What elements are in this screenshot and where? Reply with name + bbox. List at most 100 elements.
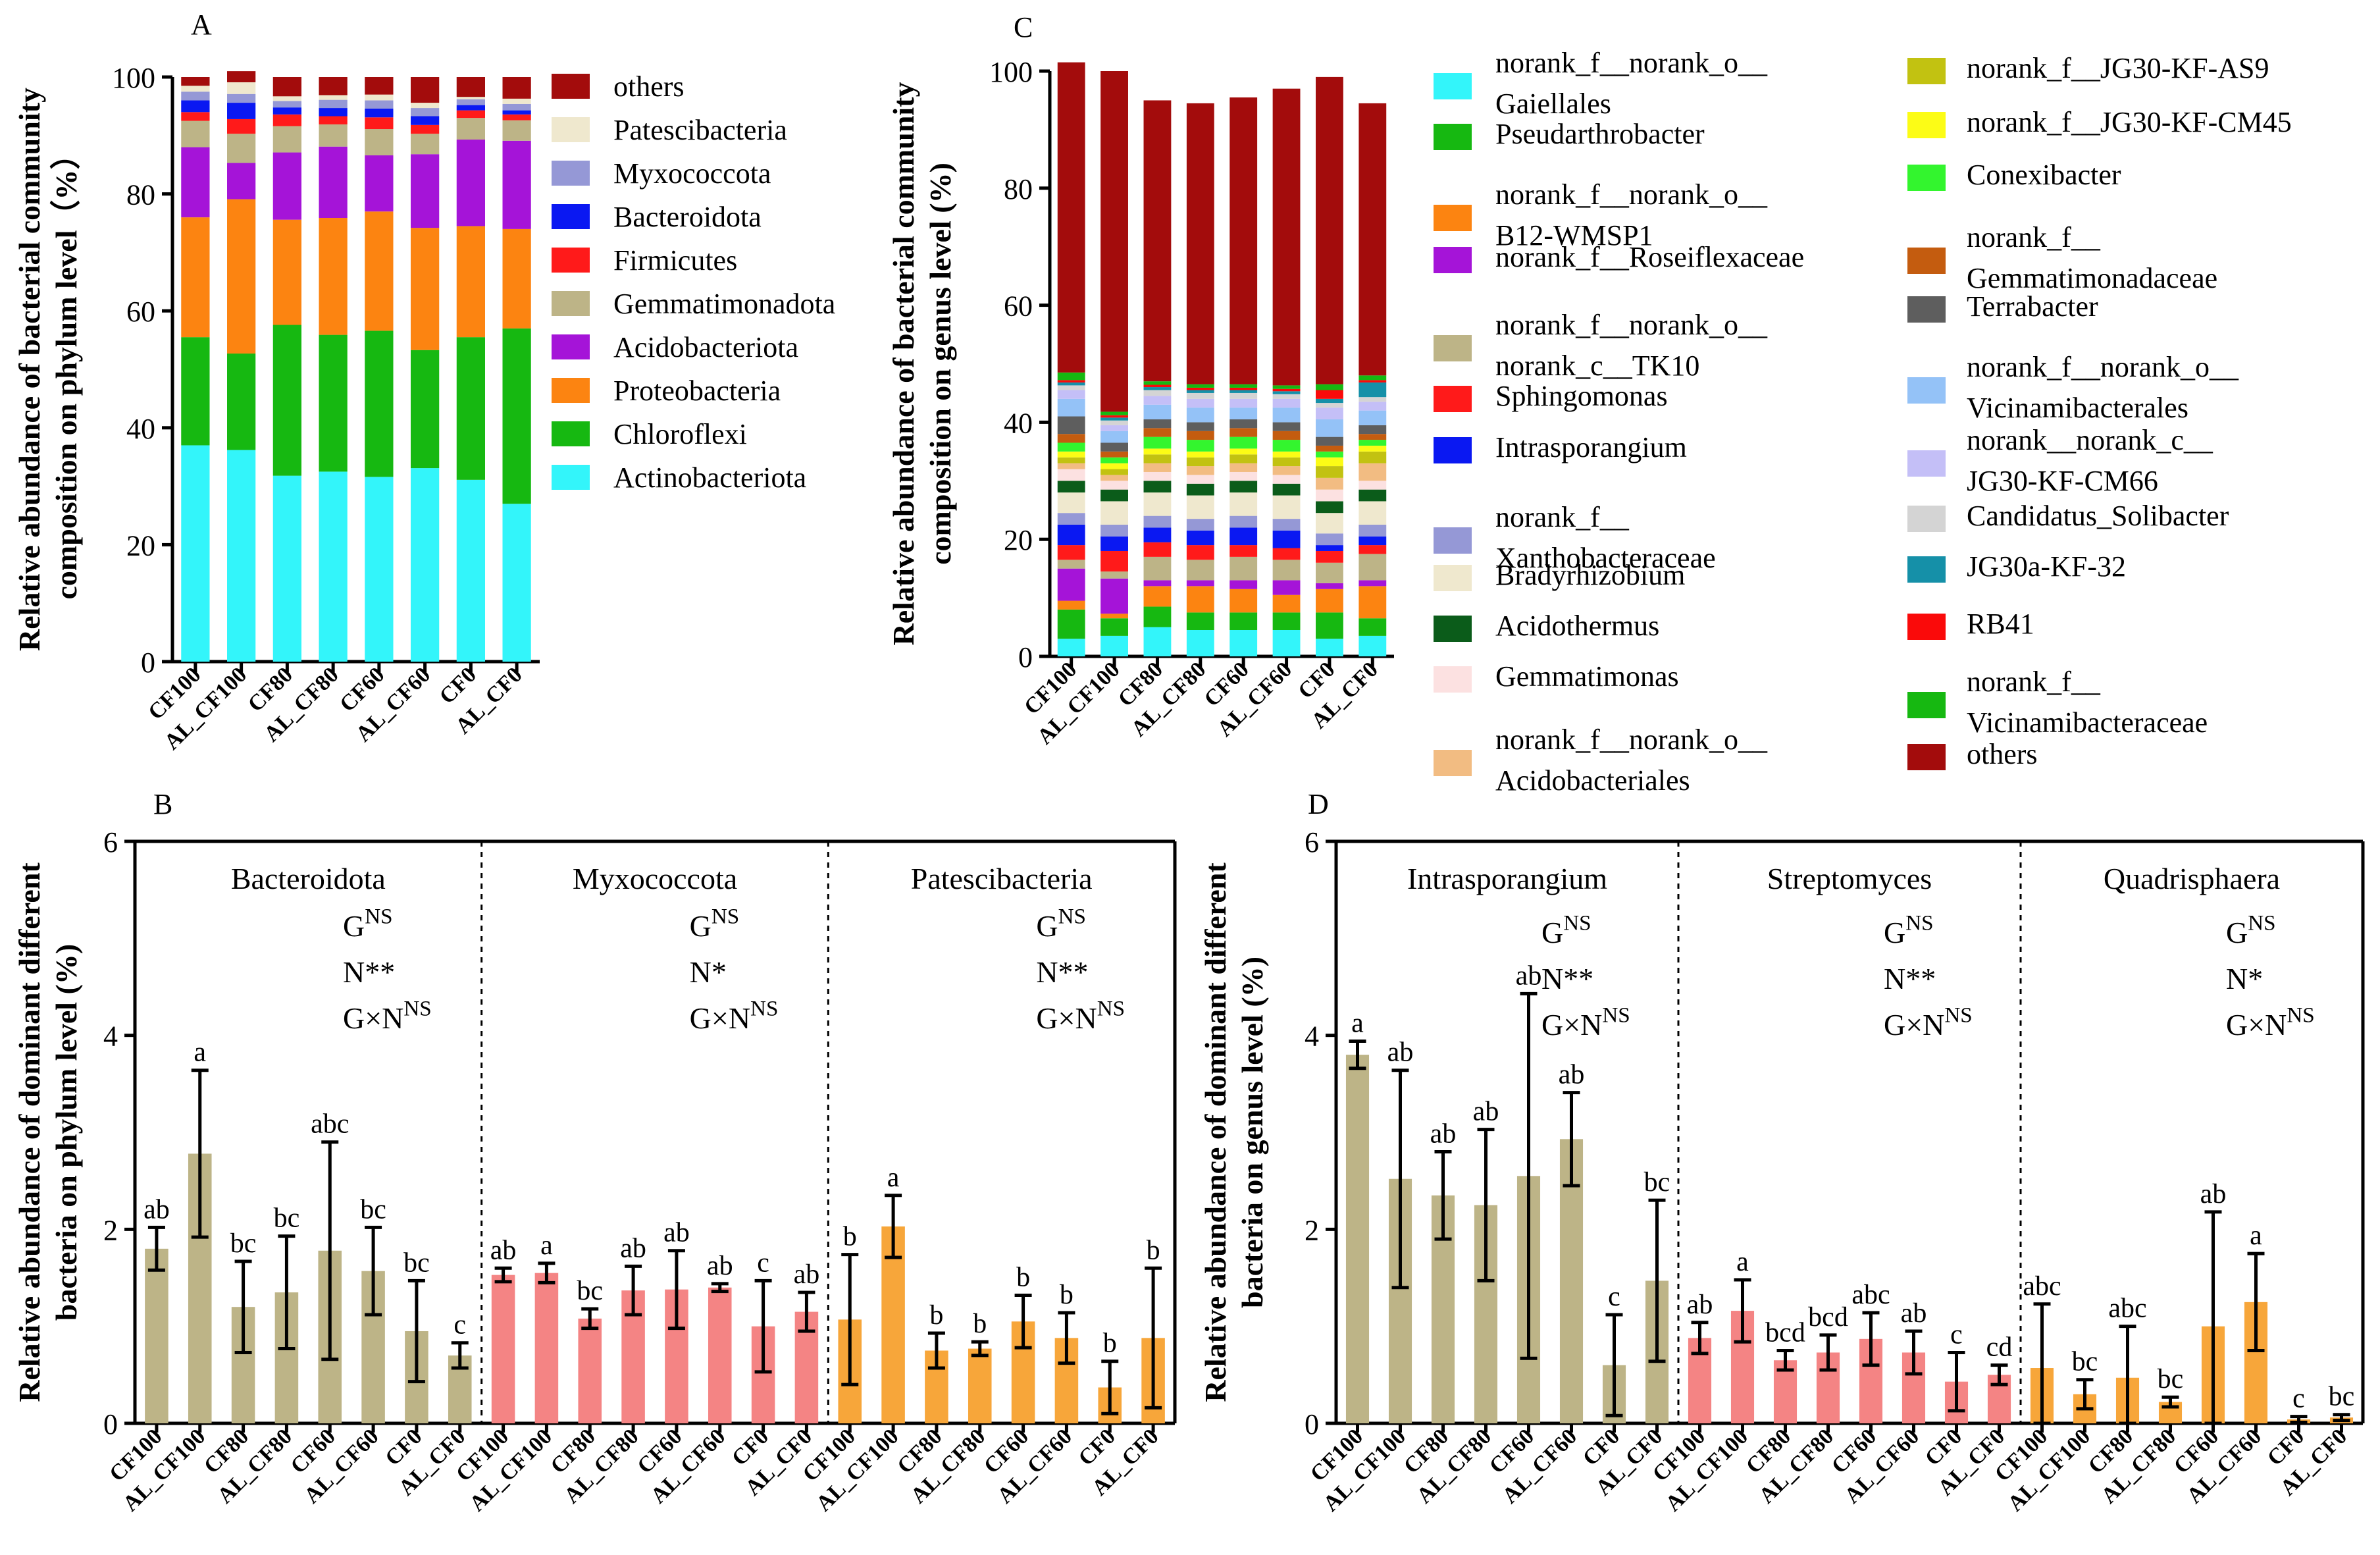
stacked-bar-segment [1316, 398, 1343, 404]
stat-nitrogen-base: N** [1036, 955, 1088, 989]
stacked-bar-segment [1358, 463, 1387, 481]
stacked-bar-segment [1057, 372, 1085, 381]
legend-label-line-2: Gaiellales [1495, 88, 1611, 120]
y-axis-title-line-1: Relative abundance of bacterial communit… [887, 82, 920, 645]
stacked-bar-segment [319, 124, 348, 147]
y-tick-label: 2 [103, 1214, 118, 1246]
stacked-bar-segment [1316, 533, 1343, 546]
stacked-bar-segment [1229, 589, 1258, 613]
legend-swatch [1434, 386, 1472, 412]
stacked-bar-segment [365, 117, 394, 130]
significance-letter: bc [577, 1276, 603, 1306]
stat-nitrogen: N** [1036, 955, 1088, 989]
stacked-bar-segment [1057, 382, 1085, 386]
legend-swatch [1907, 248, 1946, 274]
stacked-bar-segment [1229, 481, 1258, 493]
y-axis-title-line-2: composition on genus level (%) [923, 163, 957, 565]
stacked-bar-segment [1358, 481, 1387, 490]
group-title: Patescibacteria [911, 862, 1093, 895]
stat-genotype-base: G [2226, 916, 2248, 949]
stacked-bar-segment [1143, 396, 1172, 405]
stacked-bar-segment [411, 468, 440, 662]
y-tick-label: 0 [1305, 1408, 1319, 1440]
legend-label-line-1: Conexibacter [1967, 159, 2121, 191]
stacked-bar-segment [1100, 451, 1128, 458]
bar [534, 1273, 559, 1423]
stat-nitrogen-base: N** [343, 955, 395, 989]
stacked-bar-segment [1057, 416, 1085, 435]
stat-nitrogen-base: N* [690, 955, 727, 989]
stacked-bar-segment [1100, 481, 1128, 490]
stacked-bar-segment [1186, 457, 1214, 467]
stacked-bar-segment [1143, 448, 1172, 455]
legend-label-line-1: norank_f__norank_o__ [1495, 47, 1768, 79]
stacked-bar-segment [1358, 501, 1387, 525]
stacked-bar-segment [1358, 489, 1387, 502]
stacked-bar-segment [227, 450, 256, 662]
legend-swatch [1434, 666, 1472, 693]
stacked-bar-segment [1272, 391, 1301, 394]
stacked-bar-segment [502, 228, 531, 329]
stacked-bar-segment [1143, 404, 1172, 419]
stacked-bar-segment [411, 103, 440, 109]
stacked-bar-segment [319, 77, 348, 95]
legend-label-line-1: norank_f__ [1495, 501, 1630, 533]
stacked-bar-segment [272, 96, 301, 101]
significance-letter: bc [230, 1228, 257, 1259]
stat-genotype-superscript: NS [1905, 911, 1933, 936]
y-tick-label: 4 [1305, 1020, 1319, 1053]
significance-letter: a [1736, 1247, 1749, 1277]
significance-letter: c [757, 1248, 769, 1278]
stacked-bar-segment [1186, 440, 1214, 452]
stacked-bar-segment [1100, 417, 1128, 421]
stacked-bar-segment [502, 114, 531, 120]
stat-interaction-superscript: NS [1097, 997, 1125, 1021]
stacked-bar-segment [1057, 434, 1085, 443]
significance-letter: ab [1687, 1290, 1713, 1320]
stacked-bar-segment [456, 77, 485, 97]
stacked-bar-segment [456, 226, 485, 338]
significance-letter: a [2250, 1221, 2262, 1251]
stacked-bar-segment [1186, 495, 1214, 519]
legend-label: Bacteroidota [613, 201, 762, 233]
stacked-bar-segment [365, 477, 394, 662]
stacked-bar-segment [502, 140, 531, 229]
stacked-bar-segment [1100, 524, 1128, 537]
stacked-bar-segment [1229, 454, 1258, 463]
significance-letter: ab [143, 1194, 170, 1225]
legend-swatch [1907, 450, 1946, 477]
stat-interaction-base: G×N [343, 1001, 403, 1035]
stat-nitrogen-base: N* [2226, 962, 2263, 995]
significance-letter: c [453, 1310, 466, 1340]
stacked-bar-segment [319, 218, 348, 335]
stacked-bar-segment [1358, 103, 1387, 376]
significance-letter: ab [620, 1233, 646, 1263]
y-tick-label: 6 [1305, 826, 1319, 858]
stacked-bar-segment [1186, 483, 1214, 496]
stacked-bar-segment [1229, 390, 1258, 393]
legend-label-line-1: Bradyrhizobium [1495, 559, 1685, 591]
stacked-bar-segment [1143, 384, 1172, 388]
legend-swatch [1434, 73, 1472, 99]
stacked-bar-segment [1229, 612, 1258, 630]
stacked-bar-segment [319, 99, 348, 109]
stat-genotype: GNS [1036, 905, 1086, 943]
significance-letter: bc [2072, 1347, 2098, 1377]
legend-label: Proteobacteria [613, 375, 781, 407]
legend-label-line-1: RB41 [1967, 608, 2034, 640]
legend-label: Acidobacteriota [613, 331, 798, 363]
stacked-bar-segment [1143, 542, 1172, 557]
legend-label: Gemmatimonadota [613, 288, 835, 320]
significance-letter: ab [794, 1259, 820, 1290]
stacked-bar-segment [1229, 97, 1258, 384]
stacked-bar-segment [1143, 492, 1172, 516]
stacked-bar-segment [1057, 398, 1085, 417]
stacked-bar-segment [181, 445, 210, 662]
stacked-bar-segment [1229, 419, 1258, 429]
stat-interaction-superscript: NS [1602, 1003, 1630, 1028]
stacked-bar-segment [1186, 545, 1214, 560]
stacked-bar-segment [1229, 384, 1258, 388]
stacked-bar-segment [1186, 387, 1214, 390]
stat-genotype: GNS [343, 905, 393, 943]
stacked-bar-segment [1316, 384, 1343, 390]
